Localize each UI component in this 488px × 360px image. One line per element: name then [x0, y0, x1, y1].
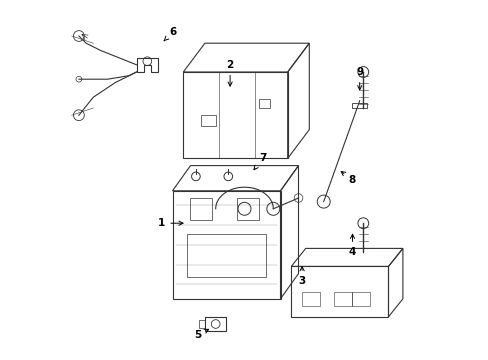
Bar: [201, 115, 215, 126]
Bar: [352, 292, 370, 306]
Text: 1: 1: [158, 218, 183, 228]
Text: 2: 2: [226, 60, 233, 86]
Text: 9: 9: [355, 67, 363, 90]
Text: 7: 7: [253, 153, 265, 170]
Text: 5: 5: [194, 329, 208, 340]
Text: 8: 8: [341, 171, 355, 185]
Text: 6: 6: [164, 27, 176, 41]
Bar: [352, 103, 366, 108]
Bar: [186, 234, 265, 277]
Text: 3: 3: [298, 267, 305, 286]
Bar: [258, 99, 269, 108]
Text: 4: 4: [348, 234, 355, 257]
Bar: [302, 292, 320, 306]
Bar: [334, 292, 352, 306]
Bar: [237, 198, 258, 220]
Bar: [190, 198, 212, 220]
